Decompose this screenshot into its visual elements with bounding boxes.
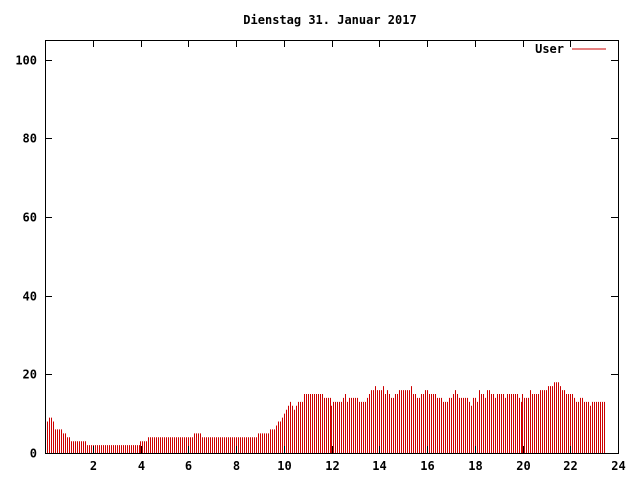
x-tick-label-20: 20 (516, 459, 530, 473)
x-tick-label-10: 10 (277, 459, 291, 473)
bars-layer (45, 382, 605, 453)
x-tick-label-12: 12 (325, 459, 339, 473)
x-tick-label-6: 6 (185, 459, 192, 473)
y-tick-label-80: 80 (23, 132, 37, 146)
x-tick-label-24: 24 (611, 459, 625, 473)
plot-frame (45, 40, 619, 454)
x-tick-label-2: 2 (90, 459, 97, 473)
x-tick-label-14: 14 (372, 459, 386, 473)
y-tick-label-20: 20 (23, 368, 37, 382)
legend-label-user: User (535, 42, 564, 56)
x-tick-label-16: 16 (420, 459, 434, 473)
y-tick-label-60: 60 (23, 211, 37, 225)
x-tick-label-22: 22 (563, 459, 577, 473)
y-tick-label-0: 0 (30, 447, 37, 461)
chart-title: Dienstag 31. Januar 2017 (243, 13, 416, 27)
y-tick-label-40: 40 (23, 290, 37, 304)
y-tick-label-100: 100 (15, 54, 37, 68)
x-tick-label-8: 8 (233, 459, 240, 473)
legend: User (535, 42, 606, 56)
x-tick-label-18: 18 (468, 459, 482, 473)
x-tick-label-4: 4 (138, 459, 145, 473)
